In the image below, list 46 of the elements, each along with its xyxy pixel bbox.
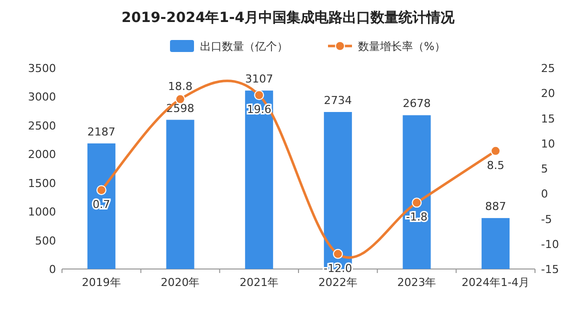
data-label: -1.8	[406, 210, 428, 224]
y2-tick-label: 15	[541, 112, 555, 126]
y2-tick-label: 25	[541, 62, 555, 75]
y2-tick-label: 5	[541, 162, 548, 176]
y-tick-label: 2000	[28, 148, 56, 162]
y2-tick-label: -10	[541, 238, 559, 251]
y-tick-label: 500	[35, 234, 56, 248]
y2-tick-label: -5	[541, 212, 552, 226]
data-label: 18.8	[168, 80, 192, 94]
bar	[402, 115, 431, 269]
bar	[482, 218, 510, 269]
x-tick-label: 2019年	[82, 276, 121, 289]
point	[332, 248, 343, 259]
bar	[245, 90, 274, 269]
point	[96, 185, 106, 196]
point	[175, 94, 186, 104]
y2-tick-label: -15	[541, 263, 559, 276]
data-label: 2187	[87, 125, 116, 138]
data-label: 3107	[245, 72, 274, 86]
bar	[87, 143, 116, 269]
point	[412, 198, 422, 208]
x-tick-label: 2020年	[160, 276, 200, 289]
legend-label: 出口数量（亿个）	[200, 40, 288, 53]
point	[254, 90, 264, 100]
data-label: 2734	[324, 94, 352, 107]
data-label: 887	[485, 200, 506, 214]
x-tick-label: 2022年	[318, 276, 358, 289]
y-tick-label: 0	[49, 263, 56, 276]
data-label: 2678	[402, 97, 431, 110]
y-tick-label: 2500	[28, 119, 56, 132]
y2-tick-label: 0	[541, 188, 548, 201]
chart-title: 2019-2024年1-4月中国集成电路出口数量统计情况	[121, 9, 456, 26]
y2-tick-label: 20	[541, 87, 555, 100]
y-tick-label: 3000	[28, 90, 56, 104]
data-label: 8.5	[486, 158, 504, 172]
y-tick-label: 3500	[28, 62, 56, 75]
bar	[166, 120, 194, 269]
x-tick-label: 2021年	[240, 276, 279, 289]
y2-tick-label: 10	[541, 137, 555, 150]
point	[490, 146, 501, 156]
x-tick-label: 2023年	[397, 276, 436, 289]
y-tick-label: 1000	[28, 206, 56, 219]
y-tick-label: 1500	[28, 176, 56, 190]
x-tick-label: 2024年1-4月	[462, 276, 530, 289]
data-label: 0.7	[92, 198, 110, 212]
legend-label: 数量增长率（%）	[358, 40, 446, 53]
